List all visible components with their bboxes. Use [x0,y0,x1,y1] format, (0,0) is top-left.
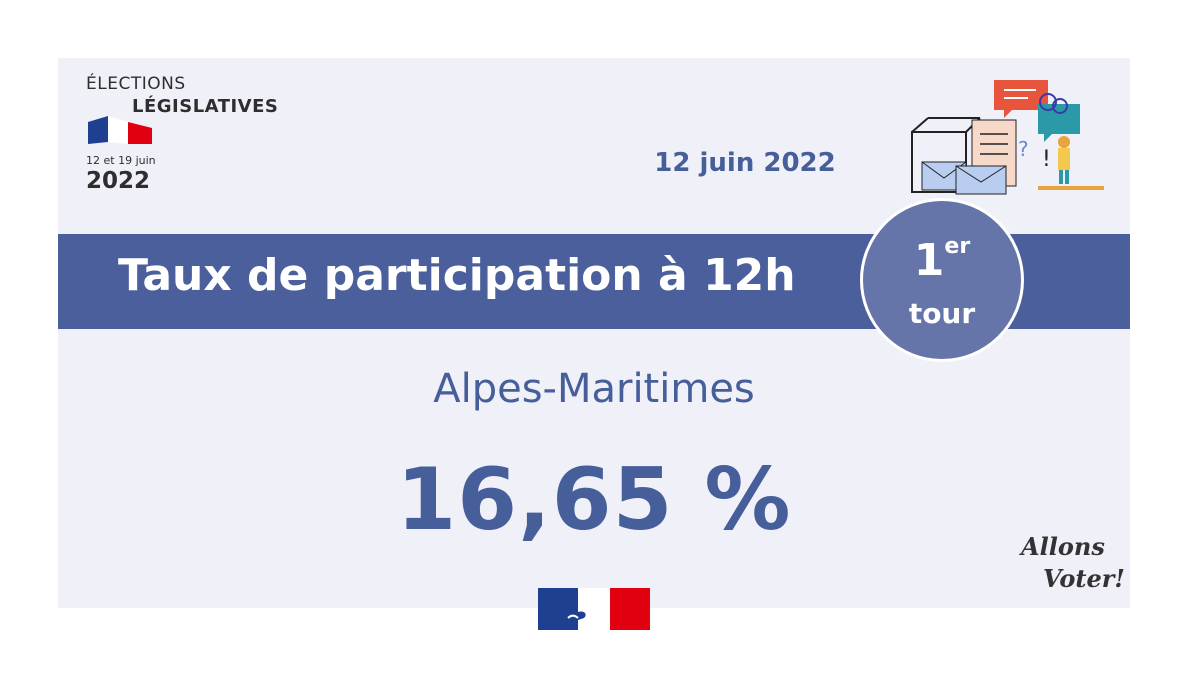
french-flag-icon [88,116,152,144]
voting-illustration-icon: ? ! [911,80,1104,195]
marianne-logo-icon [538,588,650,630]
logo-year: 2022 [86,168,151,194]
logo-line-elections: ÉLECTIONS [86,74,186,94]
logo-dates: 12 et 19 juin [86,154,156,167]
department-name: Alpes-Maritimes [433,366,755,412]
band-title: Taux de participation à 12h [118,250,796,301]
round-badge: 1er tour [860,198,1024,362]
elections-logo: ÉLECTIONS LÉGISLATIVES 12 et 19 juin 202… [84,74,284,204]
svg-text:!: ! [1042,147,1051,172]
round-number: 1 [913,235,945,286]
round-label: tour [908,297,976,330]
logo-line-legislatives: LÉGISLATIVES [132,96,279,117]
participation-rate: 16,65 % [396,450,792,550]
signature-line1: Allons [1019,532,1105,561]
allons-voter-signature: Allons Voter! [1019,532,1125,593]
svg-text:?: ? [1018,137,1029,161]
round-number-wrap: 1er [863,234,1021,286]
signature-line2: Voter! [1043,564,1125,593]
round-suffix: er [944,234,971,260]
election-date: 12 juin 2022 [654,148,836,178]
